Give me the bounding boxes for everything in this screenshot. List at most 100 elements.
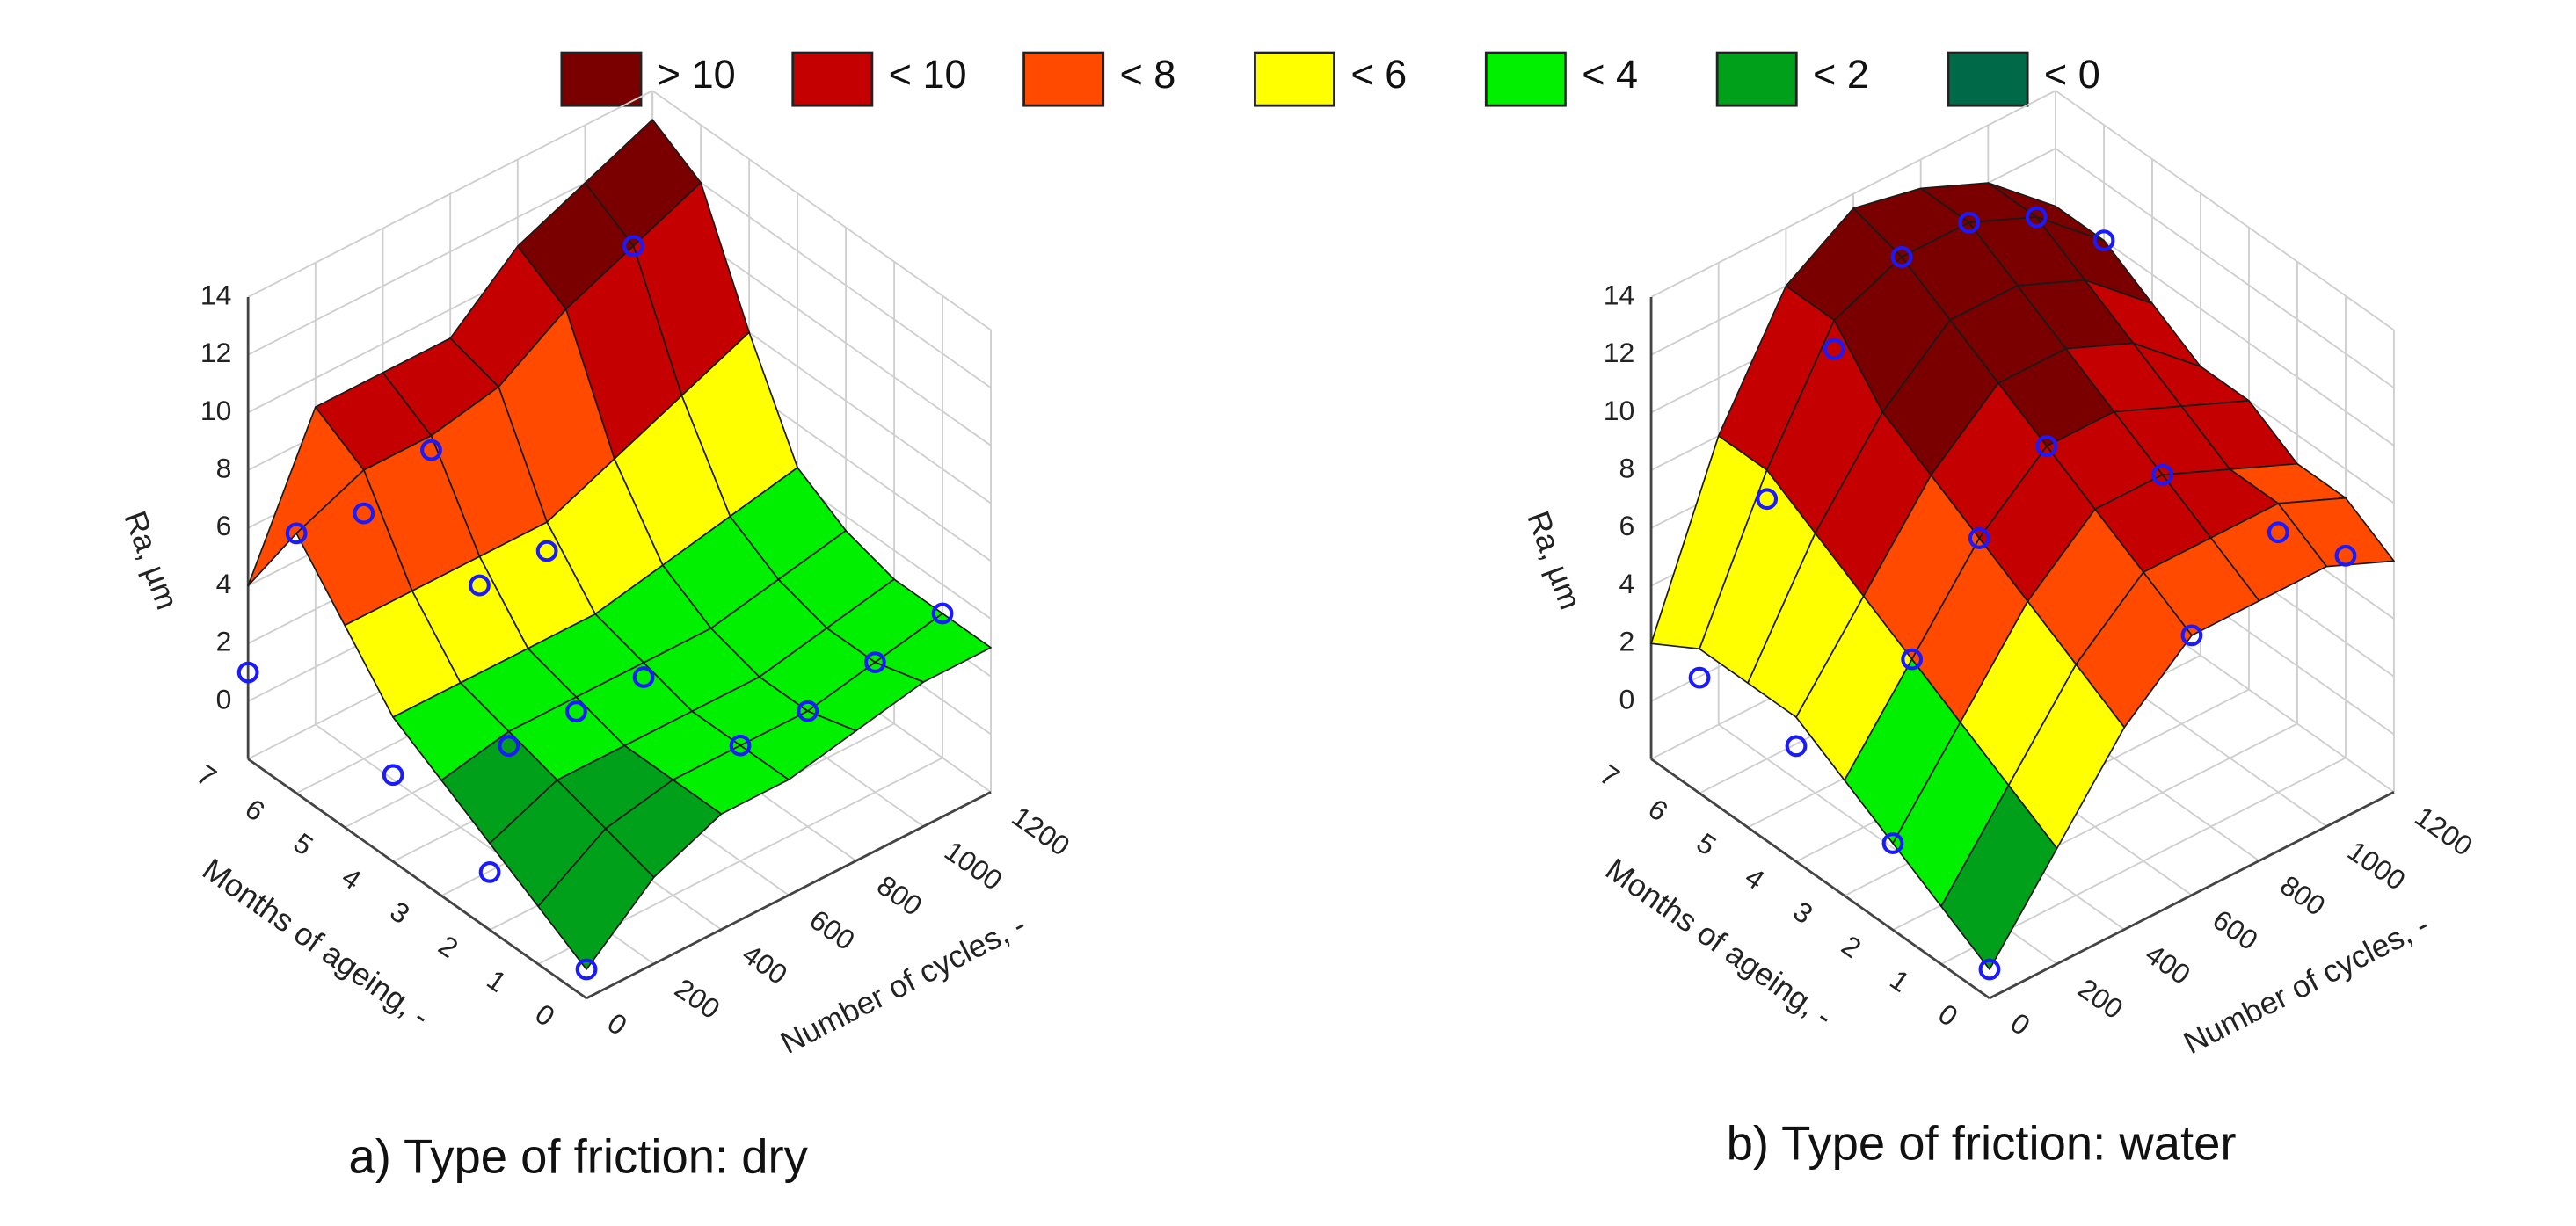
y-axis-title: Months of ageing, - (196, 852, 436, 1034)
axis-line (586, 790, 992, 1000)
data-point (478, 861, 501, 883)
y-tick-label: 2 (433, 929, 463, 964)
surface-cell (537, 828, 655, 970)
z-tick-label: 12 (200, 337, 231, 368)
y-tick-label: 6 (239, 793, 270, 828)
z-tick-label: 4 (1619, 568, 1635, 599)
y-tick-label: 2 (1836, 929, 1867, 964)
y-tick-label: 0 (1932, 997, 1963, 1033)
legend-swatch (1254, 51, 1335, 107)
z-tick-label: 6 (1619, 510, 1635, 541)
surface-cell (1940, 784, 2058, 970)
data-point (1890, 245, 1913, 268)
z-tick-label: 2 (1619, 626, 1635, 657)
grid-line (1650, 90, 2056, 298)
grid-line (651, 90, 992, 331)
y-tick-label: 7 (191, 758, 222, 794)
data-point (1785, 735, 1808, 758)
legend-label: < 8 (1119, 52, 1175, 97)
x-tick-label: 600 (804, 903, 860, 956)
legend-label: > 10 (658, 52, 736, 97)
y-tick-label: 7 (1594, 758, 1625, 794)
legend-swatch (1947, 51, 2029, 107)
grid-line (2055, 90, 2395, 331)
data-point (1958, 211, 1981, 234)
surface (1650, 182, 2395, 970)
x-tick-label: 800 (2274, 869, 2331, 922)
data-point (2035, 435, 2058, 457)
data-point (498, 735, 520, 758)
data-point (1756, 488, 1779, 511)
z-tick-label: 0 (216, 683, 232, 715)
z-tick-label: 4 (216, 568, 232, 599)
y-tick-label: 4 (336, 861, 367, 896)
data-point (729, 734, 752, 757)
legend-swatch (1484, 51, 1567, 107)
y-tick-label: 6 (1642, 793, 1673, 828)
legend-label: < 4 (1582, 52, 1638, 97)
data-point (1881, 832, 1904, 854)
data-point (1901, 648, 1924, 671)
x-tick-label: 0 (601, 1006, 632, 1041)
data-point (2267, 521, 2289, 544)
z-tick-label: 8 (1619, 453, 1635, 484)
x-tick-label: 1200 (2409, 801, 2478, 862)
x-tick-label: 400 (2140, 938, 2196, 990)
grid-line (247, 90, 653, 298)
data-point (864, 651, 886, 673)
data-point (420, 439, 442, 461)
surface (247, 119, 992, 970)
z-tick-label: 10 (1604, 395, 1635, 426)
x-tick-label: 200 (2072, 972, 2128, 1025)
z-axis-title: Ra, µm (1520, 506, 1588, 613)
x-tick-label: 0 (2005, 1006, 2035, 1041)
legend-swatch (1715, 51, 1798, 107)
y-tick-label: 1 (481, 963, 512, 998)
data-point (797, 700, 819, 722)
axis-line (1989, 790, 2395, 1000)
y-tick-label: 5 (1691, 827, 1721, 862)
y-axis-title: Months of ageing, - (1599, 852, 1839, 1034)
y-tick-label: 1 (1884, 963, 1915, 998)
y-tick-label: 3 (384, 895, 415, 930)
z-tick-label: 14 (200, 279, 231, 310)
x-tick-label: 600 (2207, 903, 2263, 956)
legend-swatch (1022, 51, 1105, 107)
data-point (2334, 544, 2357, 567)
legend-label: < 6 (1350, 52, 1407, 97)
chart-title: b) Type of friction: water (1727, 1116, 2237, 1170)
y-tick-label: 5 (287, 827, 318, 862)
data-point (575, 958, 598, 981)
z-tick-label: 0 (1619, 683, 1635, 715)
legend-label: < 0 (2044, 52, 2100, 97)
data-point (382, 764, 404, 787)
data-point (469, 574, 491, 597)
z-tick-label: 10 (200, 395, 231, 426)
x-tick-label: 200 (669, 972, 725, 1025)
data-point (2025, 206, 2048, 229)
data-point (2180, 624, 2203, 647)
data-point (236, 661, 259, 684)
x-tick-label: 1000 (2342, 835, 2412, 896)
x-tick-label: 800 (871, 869, 928, 922)
data-point (565, 700, 587, 722)
axis-line (247, 758, 587, 1000)
z-tick-label: 14 (1604, 279, 1635, 310)
legend-swatch (560, 51, 643, 107)
z-axis-title: Ra, µm (117, 506, 185, 613)
y-tick-label: 3 (1787, 895, 1818, 930)
grid-line (2055, 148, 2395, 388)
grid-line (651, 148, 992, 388)
data-point (285, 522, 308, 545)
data-point (1823, 337, 1845, 360)
z-tick-label: 2 (216, 626, 232, 657)
data-point (931, 602, 954, 625)
z-tick-label: 6 (216, 510, 232, 541)
x-tick-label: 400 (737, 938, 793, 990)
data-point (632, 666, 655, 688)
data-point (353, 502, 375, 525)
y-tick-label: 0 (529, 997, 560, 1033)
z-tick-label: 12 (1604, 337, 1635, 368)
legend-label: < 10 (889, 52, 967, 97)
